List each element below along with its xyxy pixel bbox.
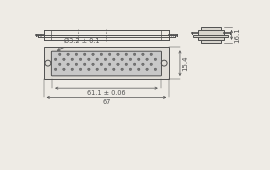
Circle shape [146, 58, 148, 61]
Circle shape [96, 68, 98, 71]
Text: Ø3.2 ± 0.1: Ø3.2 ± 0.1 [57, 38, 99, 50]
Circle shape [154, 68, 157, 71]
Circle shape [59, 53, 61, 56]
Circle shape [67, 53, 69, 56]
Circle shape [117, 63, 119, 65]
Bar [201, 27, 221, 30]
Circle shape [113, 58, 115, 61]
Circle shape [88, 68, 90, 71]
Text: 16.1: 16.1 [234, 27, 240, 43]
Circle shape [104, 68, 107, 71]
Circle shape [117, 53, 119, 56]
Bar [193, 35, 228, 37]
Circle shape [63, 68, 65, 71]
Text: 61.1 ± 0.06: 61.1 ± 0.06 [87, 90, 126, 96]
Circle shape [121, 68, 123, 71]
Circle shape [92, 63, 94, 65]
Circle shape [133, 53, 136, 56]
Circle shape [54, 68, 57, 71]
Circle shape [100, 53, 103, 56]
Text: 15.4: 15.4 [182, 55, 188, 71]
Circle shape [104, 58, 107, 61]
Bar [198, 30, 224, 40]
Circle shape [137, 68, 140, 71]
Circle shape [63, 58, 65, 61]
Circle shape [133, 63, 136, 65]
Circle shape [137, 58, 140, 61]
Bar [201, 40, 221, 43]
Circle shape [79, 58, 82, 61]
Circle shape [71, 68, 73, 71]
Circle shape [75, 53, 77, 56]
Circle shape [109, 63, 111, 65]
Circle shape [96, 58, 98, 61]
Circle shape [100, 63, 103, 65]
Circle shape [146, 68, 148, 71]
Bar [44, 47, 169, 79]
Circle shape [121, 58, 123, 61]
Text: 67: 67 [102, 99, 110, 105]
Circle shape [71, 58, 73, 61]
Circle shape [142, 53, 144, 56]
Circle shape [79, 68, 82, 71]
Circle shape [67, 63, 69, 65]
Circle shape [150, 63, 153, 65]
Circle shape [83, 53, 86, 56]
Circle shape [92, 53, 94, 56]
FancyBboxPatch shape [51, 51, 161, 76]
Circle shape [154, 58, 157, 61]
Circle shape [59, 63, 61, 65]
Circle shape [109, 53, 111, 56]
Circle shape [150, 53, 153, 56]
Circle shape [54, 58, 57, 61]
Circle shape [83, 63, 86, 65]
Circle shape [88, 58, 90, 61]
Circle shape [125, 63, 127, 65]
Circle shape [75, 63, 77, 65]
Circle shape [129, 68, 132, 71]
Circle shape [125, 53, 127, 56]
Circle shape [113, 68, 115, 71]
Circle shape [129, 58, 132, 61]
Circle shape [142, 63, 144, 65]
